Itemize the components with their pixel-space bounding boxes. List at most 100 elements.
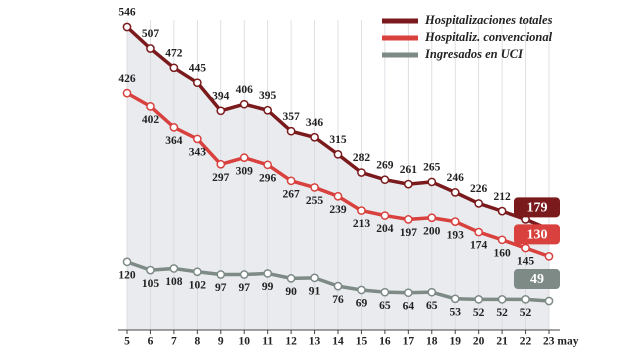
data-point xyxy=(239,99,249,109)
data-point xyxy=(497,235,507,245)
data-point xyxy=(427,287,437,297)
data-point xyxy=(286,176,296,186)
legend-label: Hospitaliz. convencional xyxy=(424,30,553,44)
value-label: 69 xyxy=(356,298,368,310)
badge-label: 130 xyxy=(527,228,548,243)
value-label: 160 xyxy=(493,247,511,259)
data-point xyxy=(216,106,226,116)
x-tick-label: 19 xyxy=(449,336,461,348)
data-point xyxy=(403,288,413,298)
data-point xyxy=(122,257,132,267)
value-label: 239 xyxy=(329,204,347,216)
value-label: 105 xyxy=(142,278,160,290)
value-label: 64 xyxy=(403,300,415,312)
value-label: 53 xyxy=(449,306,461,318)
value-label: 213 xyxy=(353,218,371,230)
value-label: 204 xyxy=(376,223,394,235)
data-point xyxy=(146,265,155,275)
value-label: 65 xyxy=(426,300,438,312)
end-badge: 179 xyxy=(514,197,560,218)
x-tick-label: 16 xyxy=(379,336,391,348)
value-label: 507 xyxy=(142,28,160,40)
value-label: 52 xyxy=(496,307,508,319)
value-label: 255 xyxy=(306,195,324,207)
data-point xyxy=(216,159,226,169)
value-label: 546 xyxy=(118,7,136,19)
value-label: 343 xyxy=(189,147,207,159)
data-point xyxy=(544,251,554,261)
value-label: 76 xyxy=(332,294,344,306)
data-point xyxy=(216,270,226,279)
badge-box xyxy=(514,224,560,245)
x-tick-label: 10 xyxy=(238,336,250,348)
value-label: 145 xyxy=(517,256,535,268)
x-tick-label: 22 xyxy=(520,336,532,348)
data-point xyxy=(357,285,366,295)
data-point xyxy=(146,44,155,53)
value-label: 91 xyxy=(309,285,321,297)
value-label: 297 xyxy=(212,172,230,184)
value-label: 174 xyxy=(470,240,488,252)
data-point xyxy=(310,273,319,283)
badge-label: 49 xyxy=(530,272,544,287)
data-point xyxy=(380,211,390,220)
data-point xyxy=(357,168,366,177)
x-tick-label: 12 xyxy=(285,336,297,348)
data-point xyxy=(380,175,390,185)
value-label: 246 xyxy=(447,172,465,184)
value-label: 197 xyxy=(400,227,418,239)
data-point xyxy=(380,287,390,297)
value-label: 52 xyxy=(520,307,532,319)
data-point xyxy=(239,153,249,163)
legend-label: Hospitalizaciones totales xyxy=(424,13,553,27)
value-label: 282 xyxy=(353,152,371,164)
value-label: 346 xyxy=(306,117,324,129)
legend-label: Ingresados en UCI xyxy=(424,47,524,61)
value-label: 193 xyxy=(447,229,465,241)
value-label: 296 xyxy=(259,172,277,184)
data-point xyxy=(474,227,484,237)
value-label: 108 xyxy=(165,276,183,288)
value-label: 402 xyxy=(142,114,160,126)
data-point xyxy=(474,199,484,208)
value-label: 309 xyxy=(236,165,254,177)
data-point xyxy=(333,150,343,159)
data-point xyxy=(357,206,366,215)
data-point xyxy=(122,22,132,32)
x-tick-label: 17 xyxy=(403,336,415,348)
data-point xyxy=(169,264,179,273)
value-label: 267 xyxy=(282,188,300,200)
value-label: 426 xyxy=(118,73,136,85)
value-label: 97 xyxy=(238,282,250,294)
data-point xyxy=(427,213,437,223)
value-label: 99 xyxy=(262,281,274,293)
data-point xyxy=(474,294,484,304)
data-point xyxy=(403,215,413,224)
data-point xyxy=(239,270,249,279)
data-point xyxy=(450,294,460,304)
value-label: 261 xyxy=(400,164,418,176)
x-tick-label: 7 xyxy=(171,336,177,348)
value-label: 65 xyxy=(379,300,391,312)
value-label: 52 xyxy=(473,307,485,319)
x-tick-label: 20 xyxy=(473,336,485,348)
data-point xyxy=(427,177,437,187)
data-point xyxy=(263,160,273,170)
data-point xyxy=(310,183,319,192)
value-label: 212 xyxy=(493,191,511,203)
data-point xyxy=(146,102,155,111)
value-label: 472 xyxy=(165,47,183,59)
x-tick-label: 21 xyxy=(496,336,508,348)
value-label: 97 xyxy=(215,282,227,294)
x-tick-label: 11 xyxy=(262,336,273,348)
x-tick-label: 5 xyxy=(124,336,130,348)
end-badge: 49 xyxy=(514,269,560,289)
data-point xyxy=(122,88,132,98)
data-point xyxy=(333,281,343,291)
data-point xyxy=(333,191,343,201)
data-point xyxy=(169,122,179,132)
data-point xyxy=(544,296,554,306)
value-label: 406 xyxy=(236,84,254,96)
value-label: 394 xyxy=(212,90,230,102)
